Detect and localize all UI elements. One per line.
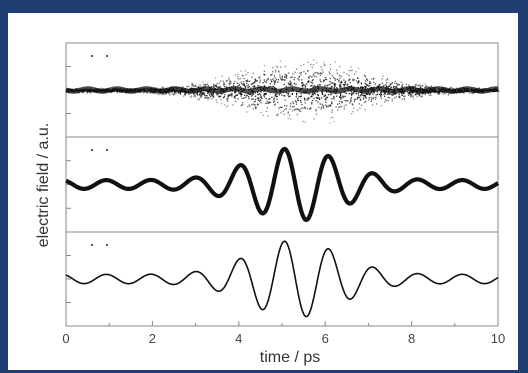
marker-dot (106, 244, 109, 246)
marker-dot (90, 55, 93, 57)
marker-dot (106, 55, 109, 57)
waveform-line (65, 240, 499, 318)
chart-frame: 0 2 4 6 8 10 time / ps electric field / a.u. (8, 13, 518, 370)
electric-field-chart: 0 2 4 6 8 10 time / ps electric field / a.u. (35, 42, 505, 366)
panel-3 (65, 231, 499, 327)
marker-dot (90, 149, 93, 151)
x-tick-label: 4 (235, 331, 242, 346)
x-tick-label: 2 (149, 331, 156, 346)
x-tick-label: 10 (491, 331, 505, 346)
marker-dot (90, 244, 93, 246)
x-tick-label: 6 (322, 331, 329, 346)
panel-frame (65, 231, 499, 327)
baseline-band (65, 86, 499, 94)
y-axis-label: electric field / a.u. (35, 123, 52, 248)
panel-1 (65, 42, 500, 138)
panel-2 (64, 136, 500, 233)
waveform-line (64, 146, 500, 222)
x-tick-label: 8 (408, 331, 415, 346)
x-tick-label: 0 (62, 331, 69, 346)
marker-dot (106, 149, 109, 151)
x-axis-label: time / ps (260, 349, 320, 366)
